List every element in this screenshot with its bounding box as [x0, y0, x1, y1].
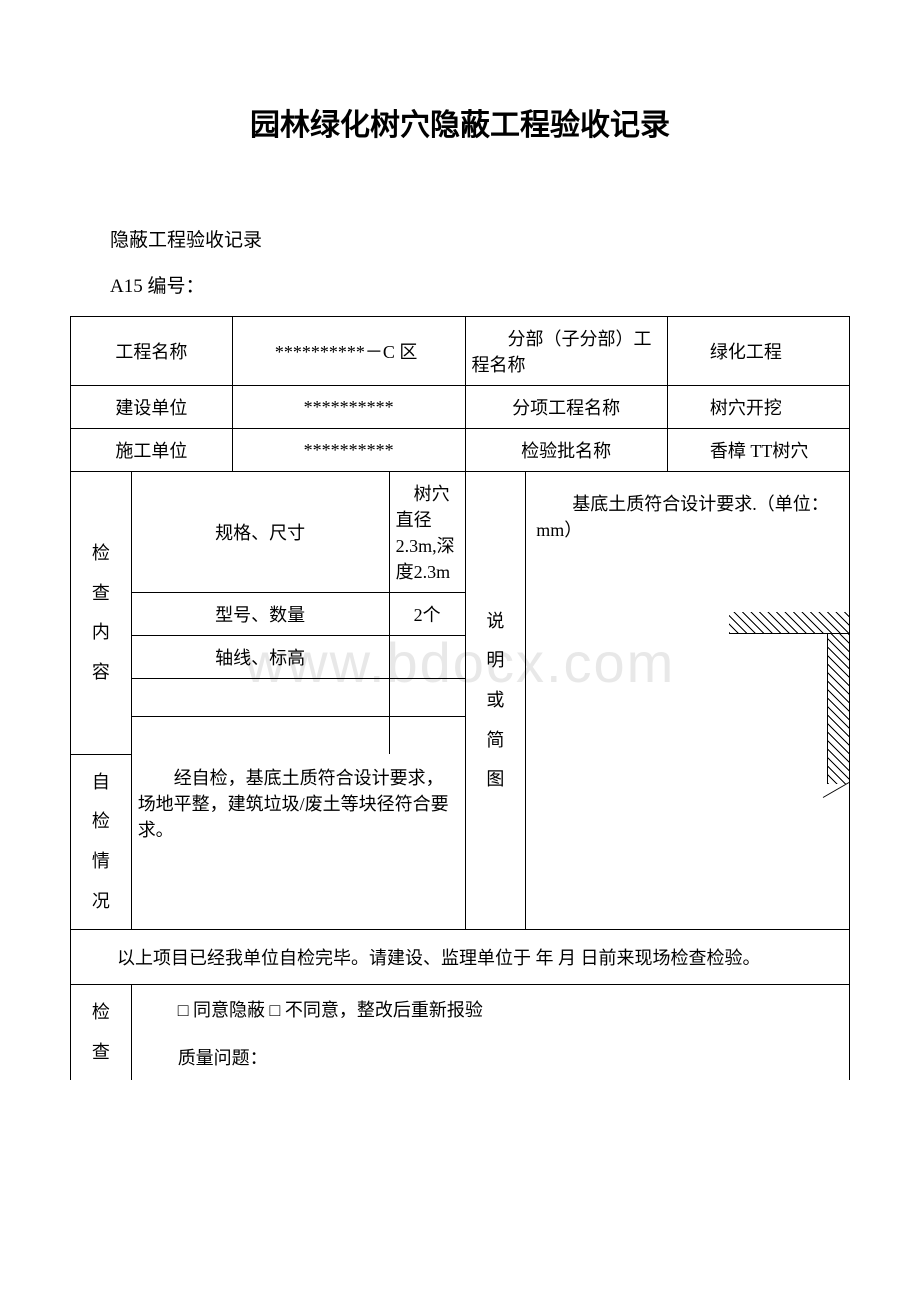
value-subitem: 树穴开挖	[667, 386, 849, 429]
label-subdivision: 分部（子分部）工程名称	[465, 317, 667, 386]
page-title: 园林绿化树穴隐蔽工程验收记录	[70, 100, 850, 144]
value-inspection-lot: 香樟 TT树穴	[667, 429, 849, 472]
label-explain: 说明或简图	[465, 472, 526, 930]
hatch-pattern-top	[729, 612, 849, 634]
empty-row-2	[131, 717, 389, 755]
value-quality: 质量问题：	[131, 1033, 849, 1081]
label-check-result: 检查	[71, 985, 132, 1081]
footer-notice: 以上项目已经我单位自检完毕。请建设、监理单位于 年 月 日前来现场检查检验。	[71, 930, 850, 985]
label-self-check: 自检情况	[71, 754, 132, 929]
label-model: 型号、数量	[131, 593, 389, 636]
subtitle-record: 隐蔽工程验收记录	[110, 224, 850, 258]
value-model: 2个	[389, 593, 465, 636]
value-construction-unit: **********	[232, 386, 465, 429]
hatch-pattern-side	[827, 634, 849, 784]
diagram-line	[823, 782, 849, 798]
label-check-content: 检查内容	[71, 472, 132, 755]
acceptance-table: 工程名称 **********－C 区 分部（子分部）工程名称 绿化工程 建设单…	[70, 316, 850, 1080]
value-subdivision: 绿化工程	[667, 317, 849, 386]
empty-val-2	[389, 717, 465, 755]
diagram-text: 基底土质符合设计要求.（单位：mm）	[536, 490, 839, 542]
label-spec: 规格、尺寸	[131, 472, 389, 593]
value-axis	[389, 636, 465, 679]
label-project-name: 工程名称	[71, 317, 233, 386]
label-inspection-lot: 检验批名称	[465, 429, 667, 472]
value-project-name: **********－C 区	[232, 317, 465, 386]
value-spec: 树穴直径2.3m,深度2.3m	[389, 472, 465, 593]
label-axis: 轴线、标高	[131, 636, 389, 679]
diagram-cell: 基底土质符合设计要求.（单位：mm）	[526, 472, 850, 930]
form-number: A15 编号：	[110, 270, 850, 304]
label-construction-unit: 建设单位	[71, 386, 233, 429]
empty-val-1	[389, 679, 465, 717]
value-agree: □ 同意隐蔽 □ 不同意，整改后重新报验	[131, 985, 849, 1033]
label-subitem: 分项工程名称	[465, 386, 667, 429]
label-builder: 施工单位	[71, 429, 233, 472]
value-self-check: 经自检，基底土质符合设计要求，场地平整，建筑垃圾/废土等块径符合要求。	[131, 754, 465, 929]
value-builder: **********	[232, 429, 465, 472]
empty-row-1	[131, 679, 389, 717]
